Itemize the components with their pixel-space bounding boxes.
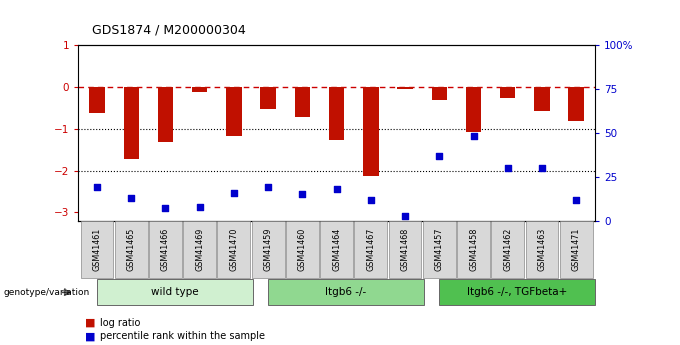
Bar: [568, 87, 584, 121]
Text: ■: ■: [85, 332, 95, 341]
Point: [400, 213, 411, 218]
Bar: [294, 87, 310, 117]
Text: percentile rank within the sample: percentile rank within the sample: [100, 332, 265, 341]
Bar: [363, 87, 379, 176]
Text: GSM41467: GSM41467: [367, 228, 375, 271]
Point: [297, 191, 308, 197]
Bar: [432, 87, 447, 100]
Text: GSM41470: GSM41470: [229, 228, 239, 271]
Text: genotype/variation: genotype/variation: [3, 288, 90, 297]
Bar: [329, 87, 344, 140]
Text: GSM41469: GSM41469: [195, 228, 204, 271]
Text: GDS1874 / M200000304: GDS1874 / M200000304: [92, 23, 245, 36]
Bar: [226, 87, 241, 136]
Text: GSM41462: GSM41462: [503, 228, 512, 271]
Text: GSM41465: GSM41465: [126, 228, 136, 271]
Bar: [534, 87, 549, 111]
Text: GSM41459: GSM41459: [264, 227, 273, 271]
Point: [503, 165, 513, 171]
Point: [92, 185, 103, 190]
Point: [160, 206, 171, 211]
Point: [468, 134, 479, 139]
Bar: [192, 87, 207, 92]
Bar: [124, 87, 139, 159]
Point: [194, 204, 205, 209]
Text: GSM41458: GSM41458: [469, 228, 478, 271]
Text: GSM41460: GSM41460: [298, 228, 307, 271]
Text: GSM41457: GSM41457: [435, 227, 444, 271]
Text: ■: ■: [85, 318, 95, 327]
Bar: [397, 87, 413, 89]
Text: Itgb6 -/-, TGFbeta+: Itgb6 -/-, TGFbeta+: [467, 287, 567, 297]
Text: GSM41466: GSM41466: [161, 228, 170, 271]
Text: GSM41461: GSM41461: [92, 228, 101, 271]
Bar: [466, 87, 481, 132]
Text: log ratio: log ratio: [100, 318, 140, 327]
Point: [537, 165, 547, 171]
Point: [571, 197, 581, 203]
Point: [126, 195, 137, 201]
Bar: [500, 87, 515, 98]
Text: wild type: wild type: [151, 287, 199, 297]
Text: GSM41464: GSM41464: [332, 228, 341, 271]
Text: GSM41471: GSM41471: [572, 228, 581, 271]
Bar: [158, 87, 173, 142]
Point: [331, 186, 342, 192]
Text: GSM41468: GSM41468: [401, 228, 409, 271]
Point: [434, 153, 445, 158]
Bar: [260, 87, 276, 109]
Text: Itgb6 -/-: Itgb6 -/-: [326, 287, 367, 297]
Point: [228, 190, 239, 195]
Point: [365, 197, 376, 203]
Bar: [89, 87, 105, 113]
Text: GSM41463: GSM41463: [537, 228, 547, 271]
Point: [262, 185, 273, 190]
